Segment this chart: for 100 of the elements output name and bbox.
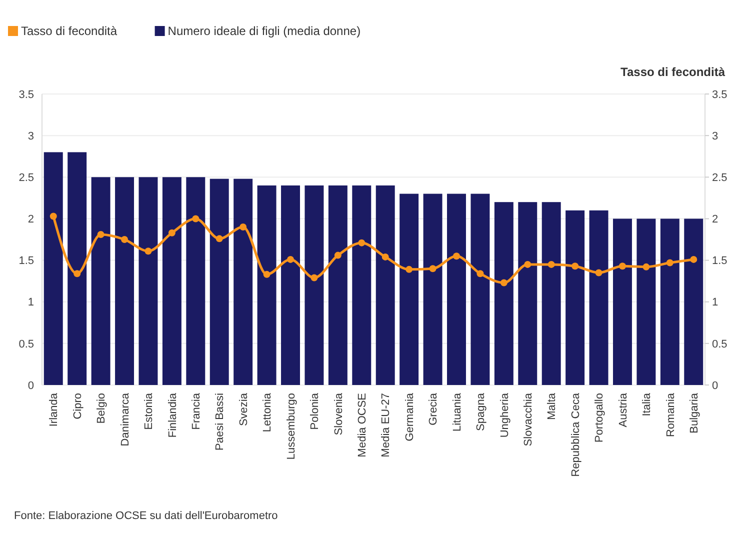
- y-tick-label: 1: [28, 296, 34, 309]
- x-tick-label: Lituania: [451, 392, 464, 432]
- point: [572, 262, 579, 270]
- bar: [660, 218, 680, 385]
- source-note: Fonte: Elaborazione OCSE su dati dell'Eurobarometro: [14, 510, 278, 522]
- bar: [400, 194, 419, 385]
- x-tick-label: Estonia: [143, 392, 156, 430]
- x-tick-label: Danimarca: [119, 392, 132, 446]
- x-tick-label: Finlandia: [166, 392, 179, 438]
- point: [618, 262, 626, 270]
- y-tick-label: 2: [28, 214, 34, 226]
- point: [358, 239, 366, 246]
- point: [666, 259, 674, 266]
- x-tick-label: Polonia: [309, 392, 322, 430]
- bar: [494, 202, 514, 385]
- bar: [423, 194, 442, 385]
- y-tick-label: 0: [28, 380, 34, 392]
- x-tick-label: Slovacchia: [522, 392, 534, 446]
- bar: [518, 202, 538, 385]
- point: [216, 235, 223, 242]
- point: [690, 256, 698, 263]
- bar: [304, 185, 324, 385]
- x-tick-label: Italia: [641, 392, 654, 416]
- y-tick-label: 2.5: [18, 172, 34, 184]
- point: [263, 270, 270, 278]
- x-tick-label: Austria: [617, 392, 630, 428]
- point: [192, 215, 200, 222]
- point: [334, 252, 342, 259]
- point: [74, 270, 81, 278]
- bar: [376, 185, 395, 385]
- bar: [68, 152, 87, 385]
- bar: [447, 194, 466, 385]
- x-tick-label: Repubblica Ceca: [570, 392, 582, 477]
- y2-tick-label: 1: [712, 296, 718, 309]
- point: [595, 269, 602, 276]
- bar: [566, 210, 585, 385]
- point: [548, 260, 555, 268]
- x-tick-label: Germania: [404, 392, 416, 442]
- y2-tick-label: 3.5: [712, 88, 728, 101]
- legend-label: Numero ideale di figli (media donne): [168, 24, 361, 38]
- bar: [542, 202, 561, 385]
- y2-tick-label: 1.5: [712, 255, 728, 268]
- bar: [589, 210, 608, 385]
- x-tick-label: Bulgaria: [688, 392, 700, 434]
- x-tick-label: Svezia: [238, 392, 250, 426]
- y-tick-label: 0.5: [18, 338, 34, 350]
- x-tick-label: Francia: [190, 392, 203, 430]
- x-tick-label: Belgio: [96, 393, 108, 424]
- x-tick-label: Slovenia: [332, 392, 345, 436]
- y2-tick-label: 2.5: [712, 172, 728, 184]
- bar: [138, 177, 158, 385]
- x-tick-label: Media EU-27: [380, 393, 392, 458]
- point: [240, 224, 247, 231]
- x-tick-label: Portogallo: [594, 393, 606, 443]
- y2-axis-title: Tasso di fecondità: [620, 65, 726, 79]
- point: [429, 265, 436, 272]
- bar: [612, 218, 632, 385]
- point: [97, 231, 104, 238]
- bar: [234, 178, 253, 385]
- y2-tick-label: 0: [712, 380, 718, 392]
- x-tick-label: Lettonia: [262, 392, 274, 432]
- y-tick-label: 1.5: [18, 255, 34, 268]
- bar: [257, 185, 276, 385]
- x-tick-label: Romania: [664, 392, 677, 438]
- x-tick-label: Spagna: [475, 392, 488, 431]
- point: [476, 270, 484, 278]
- bar: [328, 185, 348, 385]
- bar: [210, 178, 229, 385]
- x-tick-label: Media OCSE: [356, 393, 368, 458]
- point: [310, 274, 318, 282]
- point: [406, 266, 413, 273]
- bar: [684, 218, 704, 385]
- y-tick-label: 3: [28, 130, 34, 142]
- point: [524, 260, 532, 268]
- y2-tick-label: 3: [712, 130, 718, 142]
- bar: [281, 185, 300, 385]
- x-tick-label: Cipro: [72, 393, 84, 420]
- point: [121, 236, 128, 243]
- bar: [352, 185, 372, 385]
- y2-tick-label: 2: [712, 214, 718, 226]
- bar: [44, 152, 63, 385]
- point: [642, 263, 650, 270]
- x-tick-label: Grecia: [428, 392, 440, 426]
- point: [287, 256, 294, 263]
- bar: [186, 177, 206, 385]
- point: [500, 279, 508, 286]
- y-tick-label: 3.5: [18, 88, 34, 101]
- x-tick-label: Malta: [546, 392, 558, 420]
- point: [452, 252, 460, 260]
- x-tick-label: Ungheria: [498, 392, 511, 438]
- bar: [91, 177, 110, 385]
- x-tick-label: Lussemburgo: [285, 393, 298, 460]
- legend-label: Tasso di fecondità: [21, 24, 118, 38]
- x-tick-label: Paesi Bassi: [214, 393, 226, 450]
- bar: [636, 218, 656, 385]
- point: [144, 248, 152, 255]
- x-tick-label: Irlanda: [48, 392, 60, 427]
- point: [50, 212, 57, 220]
- y2-tick-label: 0.5: [712, 338, 728, 350]
- bar: [115, 177, 134, 385]
